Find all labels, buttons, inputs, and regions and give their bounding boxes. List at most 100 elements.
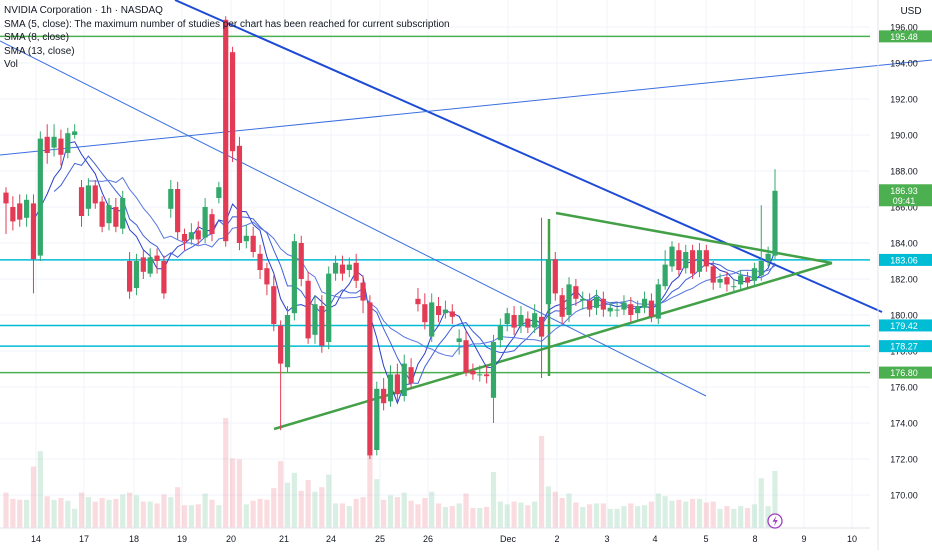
candle-body[interactable] bbox=[106, 205, 112, 224]
candle-body[interactable] bbox=[175, 189, 181, 233]
candle-body[interactable] bbox=[690, 250, 696, 274]
candle-body[interactable] bbox=[463, 340, 469, 373]
candle-body[interactable] bbox=[669, 246, 675, 267]
candle-body[interactable] bbox=[58, 138, 64, 155]
candle-body[interactable] bbox=[17, 203, 23, 220]
candle-body[interactable] bbox=[92, 185, 98, 204]
candle-body[interactable] bbox=[120, 198, 126, 229]
candle-body[interactable] bbox=[346, 264, 352, 270]
candle-body[interactable] bbox=[353, 262, 359, 281]
candle-body[interactable] bbox=[525, 318, 531, 328]
candle-body[interactable] bbox=[319, 306, 325, 346]
candle-body[interactable] bbox=[504, 313, 510, 324]
candle-body[interactable] bbox=[154, 255, 160, 261]
candle-body[interactable] bbox=[758, 261, 764, 276]
candle-body[interactable] bbox=[703, 250, 709, 267]
candle-body[interactable] bbox=[229, 52, 236, 152]
candle-body[interactable] bbox=[717, 279, 723, 283]
candle-body[interactable] bbox=[738, 275, 744, 285]
candle-body[interactable] bbox=[580, 298, 586, 301]
candle-body[interactable] bbox=[573, 286, 579, 299]
candle-body[interactable] bbox=[85, 185, 91, 209]
candle-body[interactable] bbox=[538, 316, 545, 337]
candle-body[interactable] bbox=[126, 261, 133, 292]
candle-body[interactable] bbox=[216, 187, 222, 198]
candle-body[interactable] bbox=[99, 201, 105, 227]
candle-body[interactable] bbox=[415, 298, 421, 305]
candle-body[interactable] bbox=[710, 266, 716, 283]
candle-body[interactable] bbox=[641, 298, 648, 308]
candle-body[interactable] bbox=[442, 309, 449, 314]
legend-sma13[interactable]: SMA (13, close) bbox=[4, 45, 75, 57]
candle-body[interactable] bbox=[408, 367, 414, 384]
candle-body[interactable] bbox=[566, 284, 572, 315]
candle-body[interactable] bbox=[271, 286, 277, 324]
candle-body[interactable] bbox=[284, 315, 291, 368]
candle-body[interactable] bbox=[264, 268, 270, 285]
candle-body[interactable] bbox=[394, 374, 400, 395]
candle-body[interactable] bbox=[751, 268, 758, 281]
candle-body[interactable] bbox=[628, 304, 634, 315]
candle-body[interactable] bbox=[44, 136, 50, 153]
candle-body[interactable] bbox=[607, 307, 613, 312]
candle-body[interactable] bbox=[195, 230, 201, 240]
candle-body[interactable] bbox=[422, 304, 428, 323]
candle-body[interactable] bbox=[772, 190, 778, 256]
lightning-icon[interactable] bbox=[767, 513, 783, 529]
candle-body[interactable] bbox=[312, 304, 318, 335]
candle-body[interactable] bbox=[490, 342, 497, 398]
candle-body[interactable] bbox=[339, 264, 346, 274]
candle-body[interactable] bbox=[257, 253, 263, 270]
candle-body[interactable] bbox=[367, 302, 373, 456]
candle-body[interactable] bbox=[72, 131, 78, 135]
candle-body[interactable] bbox=[731, 286, 737, 288]
candle-body[interactable] bbox=[291, 241, 297, 314]
candle-body[interactable] bbox=[332, 262, 339, 274]
candle-body[interactable] bbox=[559, 295, 565, 317]
candle-body[interactable] bbox=[470, 370, 476, 375]
candle-body[interactable] bbox=[511, 315, 517, 328]
candle-body[interactable] bbox=[648, 300, 655, 317]
candle-body[interactable] bbox=[374, 388, 380, 450]
candle-body[interactable] bbox=[587, 300, 593, 310]
candle-body[interactable] bbox=[209, 214, 215, 234]
candle-body[interactable] bbox=[243, 235, 249, 242]
candle-body[interactable] bbox=[188, 232, 194, 240]
candle-body[interactable] bbox=[662, 264, 668, 287]
candle-body[interactable] bbox=[202, 207, 208, 238]
candle-body[interactable] bbox=[401, 363, 407, 396]
candle-body[interactable] bbox=[545, 259, 552, 305]
candle-body[interactable] bbox=[250, 235, 256, 252]
candle-body[interactable] bbox=[78, 187, 85, 216]
candle-body[interactable] bbox=[113, 207, 119, 227]
candle-body[interactable] bbox=[23, 199, 30, 218]
candle-body[interactable] bbox=[744, 277, 751, 283]
candle-body[interactable] bbox=[449, 311, 455, 317]
candle-body[interactable] bbox=[223, 19, 229, 242]
candle-body[interactable] bbox=[435, 306, 442, 315]
candle-body[interactable] bbox=[278, 325, 284, 364]
candle-body[interactable] bbox=[497, 325, 503, 341]
candle-body[interactable] bbox=[305, 280, 311, 339]
candle-body[interactable] bbox=[133, 261, 140, 288]
candle-body[interactable] bbox=[724, 277, 730, 285]
candle-body[interactable] bbox=[614, 309, 620, 311]
candle-body[interactable] bbox=[635, 306, 641, 314]
legend-sma5[interactable]: SMA (5, close): The maximum number of st… bbox=[4, 18, 450, 30]
candle-body[interactable] bbox=[696, 250, 703, 272]
candle-body[interactable] bbox=[552, 259, 558, 294]
candle-body[interactable] bbox=[181, 234, 188, 242]
candle-body[interactable] bbox=[765, 253, 771, 261]
candle-body[interactable] bbox=[676, 250, 682, 270]
candle-body[interactable] bbox=[326, 273, 332, 342]
candle-body[interactable] bbox=[360, 282, 366, 301]
candle-body[interactable] bbox=[10, 207, 16, 222]
candle-body[interactable] bbox=[477, 374, 483, 376]
candle-body[interactable] bbox=[429, 302, 435, 337]
candle-body[interactable] bbox=[600, 298, 606, 310]
candle-body[interactable] bbox=[683, 252, 689, 269]
candle-body[interactable] bbox=[518, 315, 524, 326]
legend-vol[interactable]: Vol bbox=[4, 59, 18, 70]
